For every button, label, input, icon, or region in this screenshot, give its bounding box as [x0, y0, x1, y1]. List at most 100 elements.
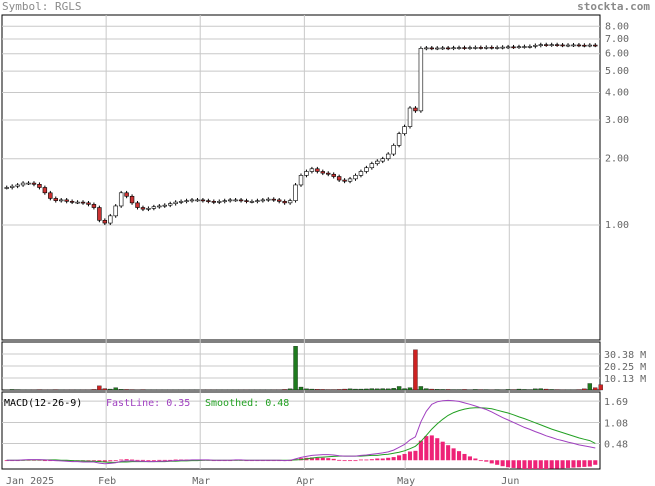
- candle-body: [473, 47, 478, 49]
- candle-body: [554, 44, 560, 46]
- volume-bar: [522, 389, 527, 391]
- volume-tick-label: 10.13 M: [604, 374, 646, 385]
- candle-body: [255, 200, 260, 202]
- macd-histogram-bar: [391, 457, 396, 461]
- price-tick-label: 3.00: [605, 115, 629, 126]
- macd-smoothed-label: Smoothed: 0.48: [205, 398, 289, 409]
- candle-body: [173, 201, 178, 204]
- candle-body: [478, 47, 484, 49]
- candle-body: [271, 198, 276, 201]
- macd-histogram-bar: [331, 458, 336, 461]
- macd-histogram-bar: [375, 458, 380, 461]
- macd-histogram-bar: [435, 438, 440, 461]
- candle-body: [396, 133, 402, 146]
- macd-histogram-bar: [560, 460, 565, 469]
- candle-body: [538, 44, 543, 46]
- macd-histogram-bar: [309, 457, 314, 461]
- macd-histogram-bar: [506, 460, 511, 468]
- axis-labels: Jan 2025 Feb Mar Apr May Jun 1.00 2.00 3.00 4.00 5…: [6, 21, 646, 486]
- macd-histogram-bar: [549, 460, 554, 469]
- candle-body: [86, 202, 91, 205]
- macd-histogram-bar: [91, 460, 96, 462]
- candle-body: [48, 192, 53, 199]
- candle-body: [227, 199, 233, 202]
- candle-body: [500, 46, 505, 49]
- candle-body: [511, 46, 516, 49]
- volume-bar: [391, 388, 396, 391]
- macd-histogram-bar: [527, 460, 532, 469]
- site-brand[interactable]: stockta.com: [577, 0, 650, 13]
- candle-body: [347, 178, 353, 182]
- candle-body: [369, 163, 375, 169]
- macd-histogram-bar: [456, 451, 462, 461]
- candle-body: [64, 199, 69, 202]
- macd-histogram-bar: [42, 460, 47, 462]
- candle-body: [451, 47, 456, 50]
- candle-body: [435, 47, 440, 50]
- grid-lines: [2, 15, 600, 469]
- macd-tick-label: 1.08: [604, 418, 628, 429]
- candle-body: [494, 47, 500, 49]
- macd-histogram-bar: [402, 453, 407, 461]
- volume-bar: [598, 384, 603, 391]
- candle-body: [249, 201, 255, 203]
- candle-body: [124, 192, 129, 197]
- candle-body: [53, 198, 58, 201]
- price-tick-label: 1.00: [605, 220, 629, 231]
- candle-body: [407, 107, 413, 127]
- macd-histogram-bar: [451, 448, 456, 461]
- candle-body: [375, 160, 380, 164]
- macd-fastline-label: FastLine: 0.35: [106, 398, 190, 409]
- macd-tick-label: 1.69: [604, 397, 628, 408]
- candle-body: [342, 179, 347, 182]
- macd-histogram-bar: [97, 460, 102, 462]
- candle-body: [244, 200, 249, 202]
- candle-body: [282, 201, 287, 204]
- macd-histogram-bar: [462, 453, 467, 461]
- macd-histogram-bar: [478, 460, 483, 462]
- macd-histogram-bar: [162, 459, 167, 461]
- candle-body: [320, 171, 326, 174]
- macd-histogram-bar: [151, 460, 156, 462]
- volume-bar: [445, 389, 451, 391]
- candle-body: [358, 171, 364, 176]
- candle-body: [151, 206, 157, 209]
- candle-body: [315, 168, 320, 172]
- macd-histogram-bar: [358, 459, 363, 461]
- candle-body: [59, 199, 64, 202]
- macd-histogram-bar: [467, 456, 472, 461]
- candle-body: [42, 187, 48, 194]
- macd-histogram-bar: [320, 457, 325, 461]
- x-tick-label: Jan 2025: [6, 476, 54, 486]
- volume-bar: [538, 388, 543, 391]
- volume-bar: [473, 389, 478, 391]
- macd-histogram-bar: [173, 459, 178, 461]
- volume-bar: [424, 388, 429, 391]
- candle-body: [97, 207, 102, 221]
- macd-histogram-bar: [413, 450, 418, 461]
- candle-body: [69, 201, 75, 203]
- candle-body: [162, 204, 167, 207]
- volume-bar: [385, 388, 391, 391]
- macd-histogram-bar: [538, 460, 543, 469]
- macd-smoothed-line: [6, 407, 596, 463]
- candle-body: [445, 47, 451, 50]
- candle-body: [304, 171, 309, 176]
- candle-body: [102, 219, 108, 224]
- candle-body: [26, 182, 31, 185]
- volume-bar: [108, 388, 113, 391]
- candle-body: [413, 107, 418, 112]
- volume-bar: [413, 349, 418, 391]
- volume-bar: [364, 388, 369, 391]
- candle-body: [140, 207, 146, 210]
- macd-histogram-bar: [440, 441, 445, 461]
- volume-panel: [4, 345, 603, 391]
- candle-body: [266, 198, 271, 201]
- panel-frame-2: [1, 391, 601, 470]
- x-tick-label: Jun: [501, 476, 519, 486]
- volume-bar: [124, 389, 129, 391]
- macd-histogram-bar: [576, 460, 581, 468]
- macd-histogram-bar: [364, 459, 369, 461]
- macd-histogram-bar: [533, 460, 538, 469]
- macd-histogram-bar: [473, 458, 478, 461]
